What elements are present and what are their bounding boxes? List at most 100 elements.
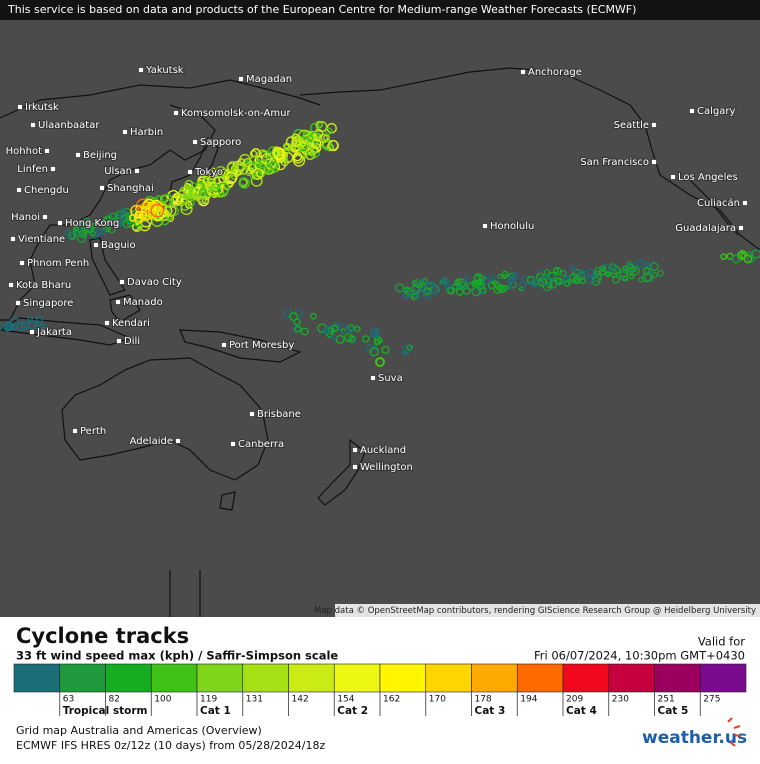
track-point [457, 278, 467, 288]
track-point [292, 152, 303, 162]
city-label: Ulaanbaatar [38, 120, 100, 131]
track-point [306, 134, 314, 142]
scale-tick-label: 275 [703, 695, 720, 705]
track-point [618, 271, 629, 281]
track-point [119, 208, 127, 215]
track-point [591, 276, 601, 286]
city-label: Hohhot [6, 146, 42, 157]
city-marker [738, 225, 744, 231]
track-point [474, 279, 482, 286]
track-point [491, 280, 498, 286]
scale-cell [379, 663, 427, 693]
city-label: San Francisco [580, 157, 649, 168]
track-point [395, 283, 405, 293]
track-point [362, 335, 370, 343]
track-point [369, 330, 378, 338]
track-point [720, 253, 727, 260]
track-point [184, 179, 194, 189]
city-marker [238, 76, 244, 82]
track-point [555, 277, 563, 286]
track-point [84, 223, 94, 234]
track-point [208, 167, 218, 177]
scale-cell [562, 663, 610, 693]
track-point [73, 229, 79, 235]
city-marker [17, 104, 23, 110]
track-point [657, 269, 664, 277]
track-point [188, 186, 198, 196]
city-marker [19, 260, 25, 266]
track-point [563, 280, 571, 287]
track-point [373, 338, 381, 346]
track-point [327, 139, 339, 151]
city-label: Harbin [130, 127, 163, 138]
city-label: Ulsan [104, 166, 132, 177]
track-point [310, 312, 317, 320]
track-point [462, 287, 471, 295]
track-point [216, 182, 230, 196]
track-point [348, 335, 356, 343]
cyclone-tracks [0, 120, 760, 367]
scale-cell [333, 663, 381, 693]
track-point [300, 327, 309, 336]
city-marker [352, 464, 358, 470]
city-marker [99, 185, 105, 191]
track-point [218, 174, 228, 184]
scale-tick-label: 251 [658, 695, 675, 705]
track-point [164, 198, 172, 207]
city-labels: Yakutsk Magadan Anchorage Irkutsk Komsomolsk… [5, 64, 748, 474]
city-label: Suva [378, 373, 403, 384]
track-point [518, 281, 527, 290]
city-marker [651, 159, 657, 165]
logo: weather.us [642, 728, 747, 748]
city-label: Wellington [360, 462, 413, 473]
city-marker [72, 428, 78, 434]
city-marker [44, 148, 50, 154]
track-point [540, 276, 551, 286]
track-point [641, 272, 652, 283]
track-point [322, 327, 329, 335]
track-point [605, 271, 611, 277]
track-point [259, 158, 269, 169]
city-marker [651, 122, 657, 128]
scale-cell [516, 663, 564, 693]
track-point [463, 276, 470, 282]
track-point [35, 315, 44, 324]
track-point [480, 275, 487, 282]
track-point [326, 143, 334, 152]
track-point [417, 282, 423, 288]
track-point [571, 268, 582, 279]
scale-cell [654, 663, 701, 693]
track-point [3, 324, 12, 332]
track-point [410, 284, 421, 295]
city-marker [42, 214, 48, 220]
track-point [578, 269, 586, 277]
track-point [422, 290, 433, 300]
city-label: Shanghai [107, 183, 154, 194]
city-label: Culiacán [697, 197, 740, 209]
track-point [497, 273, 503, 279]
track-point [635, 259, 645, 269]
city-marker [175, 438, 181, 444]
track-point [236, 163, 246, 172]
track-point [751, 249, 760, 259]
track-point [117, 221, 124, 228]
scale-tick-label: 194 [520, 695, 537, 705]
city-marker [16, 187, 22, 193]
track-point [251, 168, 264, 180]
track-point [154, 195, 164, 205]
legend-subtitle: 33 ft wind speed max (kph) / Saffir-Simp… [16, 649, 338, 663]
city-marker [116, 338, 122, 344]
scale-cell [13, 663, 61, 693]
scale-tick-label: 170 [429, 695, 446, 705]
track-point [570, 266, 576, 272]
city-label: Singapore [23, 298, 73, 309]
track-point [332, 321, 339, 328]
track-point [626, 264, 636, 273]
track-point [622, 275, 629, 282]
track-point [402, 288, 412, 298]
track-point [548, 272, 557, 281]
city-marker [689, 108, 695, 114]
city-label: Port Moresby [229, 340, 294, 351]
city-marker [119, 279, 125, 285]
track-point [335, 334, 345, 344]
